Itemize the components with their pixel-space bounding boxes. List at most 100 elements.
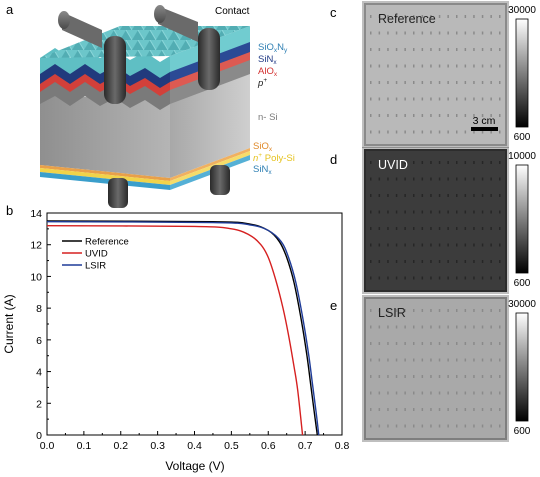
el-grid-dot <box>378 31 381 35</box>
el-grid-dot <box>413 81 415 84</box>
iv-chart: 0.0 0.1 0.2 0.3 0.4 0.5 0.6 0.7 0.8 02468101214 … <box>2 208 349 473</box>
legend-label: Reference <box>85 237 129 248</box>
el-grid-dot <box>481 48 484 51</box>
el-grid-dot <box>464 97 467 101</box>
front-contact-right <box>154 5 220 90</box>
el-grid-dot <box>481 81 484 84</box>
el-grid-dot <box>395 342 398 345</box>
el-grid-dot <box>378 342 381 345</box>
el-grid-dot <box>421 97 424 101</box>
el-grid-dot <box>499 243 501 247</box>
el-grid-dot <box>430 114 432 117</box>
label-poly-si: n+ Poly-Si <box>253 152 295 164</box>
el-grid-dot <box>447 64 449 68</box>
el-grid-dot <box>370 194 372 197</box>
el-grid-dot <box>464 358 467 362</box>
el-grid-dot <box>395 375 398 378</box>
el-grid-dot <box>387 358 389 362</box>
el-grid-dot <box>413 31 415 35</box>
el-grid-dot <box>378 161 381 164</box>
el-grid-dot <box>481 130 484 134</box>
el-grid-dot <box>430 227 432 230</box>
el-grid-dot <box>387 130 389 134</box>
el-grid-dot <box>438 375 441 378</box>
el-grid-dot <box>404 161 406 164</box>
el-grid-dot <box>421 375 424 378</box>
el-grid-dot <box>473 48 475 51</box>
colorbar <box>515 18 529 128</box>
el-grid-dot <box>387 243 389 247</box>
el-grid-dot <box>464 243 467 247</box>
el-grid-dot <box>481 408 484 411</box>
el-grid-dot <box>447 276 449 280</box>
el-grid-dot <box>430 48 432 51</box>
el-grid-dot <box>404 81 406 84</box>
el-grid-dot <box>413 64 415 68</box>
el-image-area <box>364 149 507 292</box>
el-grid-dot <box>395 325 398 329</box>
el-grid-dot <box>421 309 424 312</box>
el-grid-dot <box>378 325 381 329</box>
el-grid-dot <box>481 424 484 428</box>
el-grid-dot <box>473 375 475 378</box>
el-grid-dot <box>378 81 381 84</box>
el-grid-dot <box>481 227 484 230</box>
el-grid-dot <box>499 391 501 395</box>
el-grid-dot <box>430 260 432 263</box>
el-image-d: UVID 10000 600 <box>362 147 536 294</box>
el-grid-dot <box>430 424 432 428</box>
el-grid-dot <box>473 276 475 280</box>
label-n-si: n- Si <box>258 112 278 123</box>
el-grid-dot <box>473 210 475 214</box>
el-grid-dot <box>464 210 467 214</box>
el-grid-dot <box>387 15 389 18</box>
el-grid-dot <box>438 342 441 345</box>
el-grid-dot <box>481 325 484 329</box>
rear-contact-right <box>210 165 230 195</box>
x-tick-label: 0.2 <box>113 440 128 452</box>
el-grid-dot <box>481 309 484 312</box>
el-images: Reference 3 cm 30000 600 UVID 10000 600 LSIR 300… <box>362 1 536 442</box>
el-grid-dot <box>370 309 372 312</box>
el-grid-dot <box>447 375 449 378</box>
el-grid-dot <box>404 15 406 18</box>
el-grid-dot <box>447 15 449 18</box>
el-grid-dot <box>456 424 458 428</box>
el-grid-dot <box>370 227 372 230</box>
el-grid-dot <box>430 31 432 35</box>
el-grid-dot <box>378 210 381 214</box>
el-grid-dot <box>447 114 449 117</box>
el-grid-dot <box>490 161 492 164</box>
el-grid-dot <box>430 161 432 164</box>
colorbar <box>515 312 529 422</box>
el-grid-dot <box>499 325 501 329</box>
panel-label-d: d <box>330 152 338 167</box>
el-grid-dot <box>456 391 458 395</box>
el-grid-dot <box>370 31 372 35</box>
scale-bar-label: 3 cm <box>473 115 496 127</box>
el-grid-dot <box>499 342 501 345</box>
el-grid-dot <box>473 424 475 428</box>
el-grid-dot <box>430 408 432 411</box>
el-grid-dot <box>395 81 398 84</box>
el-image-c: Reference 3 cm 30000 600 <box>362 1 536 148</box>
el-grid-dot <box>499 227 501 230</box>
el-grid-dot <box>395 243 398 247</box>
el-grid-dot <box>499 309 501 312</box>
el-grid-dot <box>395 424 398 428</box>
el-grid-dot <box>481 391 484 395</box>
el-grid-dot <box>395 130 398 134</box>
colorbar-min-label: 600 <box>514 278 531 289</box>
el-grid-dot <box>490 375 492 378</box>
el-grid-dot <box>490 358 492 362</box>
el-grid-dot <box>387 309 389 312</box>
el-grid-dot <box>456 194 458 197</box>
el-grid-dot <box>430 194 432 197</box>
label-p-plus: p+ <box>257 77 267 89</box>
el-grid-dot <box>499 408 501 411</box>
el-grid-dot <box>490 260 492 263</box>
el-grid-dot <box>447 31 449 35</box>
el-grid-dot <box>438 260 441 263</box>
el-grid-dot <box>404 64 406 68</box>
el-grid-dot <box>438 64 441 68</box>
